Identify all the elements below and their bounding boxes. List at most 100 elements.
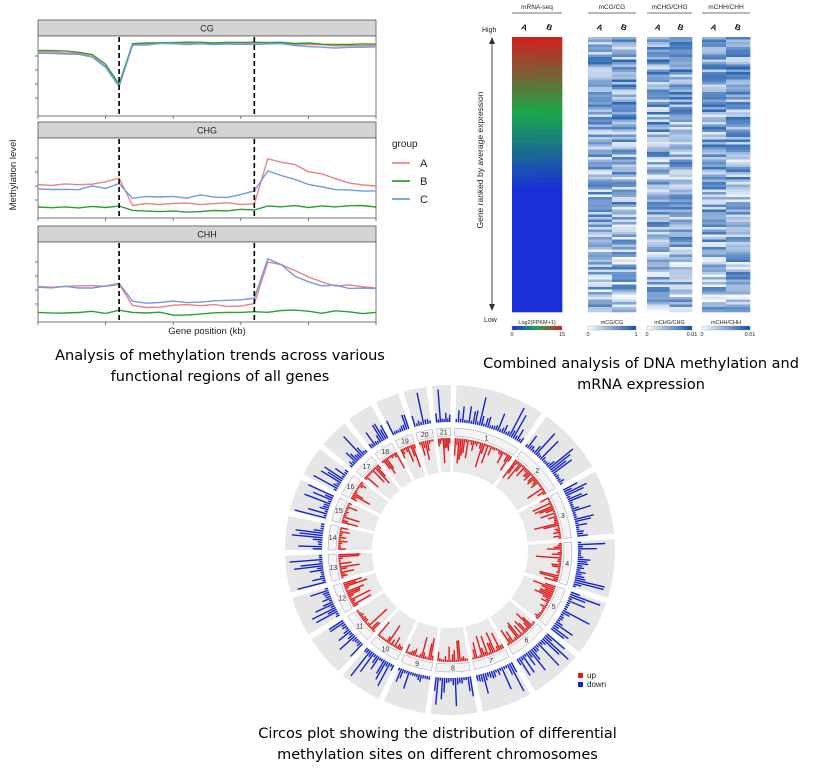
heatmap-cell (537, 222, 563, 225)
heatmap-cell (512, 257, 538, 260)
heatmap-cell (647, 47, 670, 50)
heatmap-cell (726, 174, 751, 178)
heatmap-cell (612, 252, 637, 255)
down-bar (400, 425, 404, 432)
up-bar (390, 454, 394, 459)
heatmap-cell (726, 119, 751, 123)
heatmap-cell (726, 274, 751, 278)
down-bar (576, 570, 586, 574)
chromosome-label: 1 (485, 435, 489, 442)
down-bar (573, 583, 582, 587)
down-bar (435, 677, 439, 705)
heatmap-cell (588, 207, 613, 210)
heatmap-cell (512, 59, 538, 63)
heatmap-cell (588, 114, 613, 118)
heatmap-cell (537, 217, 563, 220)
heatmap-cell (612, 309, 637, 313)
heatmap-cell (669, 142, 693, 145)
down-bar (322, 591, 330, 596)
chromosome-label: 5 (552, 604, 556, 611)
up-bar (339, 567, 348, 570)
up-bar (514, 620, 526, 634)
down-bar (506, 664, 514, 675)
down-bar (334, 467, 347, 477)
heatmap-cell (669, 282, 693, 285)
chromosome-ideogram-13 (327, 553, 341, 582)
heatmap-cell (537, 184, 563, 188)
heatmap-cell (512, 207, 538, 210)
down-bar (345, 452, 358, 464)
heatmap-cell (702, 77, 727, 80)
heatmap-cell (726, 207, 751, 210)
heatmap-cell (726, 57, 751, 60)
down-bar (319, 575, 325, 578)
color-scale-bar (587, 325, 637, 331)
heatmap-cell (669, 297, 693, 300)
heatmap-cell (702, 252, 727, 255)
heatmap-cell (537, 209, 563, 213)
up-bar (372, 467, 376, 471)
chromosome-ideogram-12 (332, 582, 353, 613)
heatmap-cell (702, 232, 727, 235)
heatmap-cell (612, 237, 637, 240)
down-bar (519, 437, 525, 444)
heatmap-cell (537, 194, 563, 198)
heatmap-cell (612, 139, 637, 143)
down-bar (341, 475, 345, 479)
heatmap-cell (612, 254, 637, 258)
heatmap-cell (726, 309, 751, 313)
heatmap-cell (647, 69, 670, 73)
heatmap-cell (612, 274, 637, 278)
chromosome-label: 17 (363, 464, 371, 471)
y-axis-label: Methylation level (8, 140, 19, 211)
up-bar (426, 440, 430, 452)
up-bar (383, 638, 386, 641)
up-bar (340, 572, 346, 576)
heatmap-cell (726, 287, 751, 290)
heatmap-cell (512, 79, 538, 83)
heatmap-cell (537, 127, 563, 130)
up-bar (478, 442, 482, 449)
heatmap-cell (669, 279, 693, 283)
down-bar (386, 420, 395, 436)
up-bar (420, 441, 426, 456)
heatmap-cell (702, 209, 727, 213)
down-bar (294, 509, 327, 519)
heatmap-cell (647, 74, 670, 78)
heatmap-cell (512, 112, 538, 115)
up-bar (539, 570, 560, 577)
up-bar (364, 477, 368, 481)
heatmap-cell (647, 172, 670, 175)
heatmap-cell (588, 47, 613, 50)
up-bar (515, 463, 523, 473)
down-bar (351, 461, 356, 465)
heatmap-cell (612, 282, 637, 285)
down-bar (370, 656, 380, 670)
up-bar (513, 638, 516, 642)
heatmap-cell (669, 57, 693, 60)
up-bar (499, 455, 511, 471)
heatmap-cell (669, 159, 693, 163)
down-bar (354, 638, 359, 643)
heatmap-cell (537, 142, 563, 145)
heatmap-cell (612, 64, 637, 68)
heatmap-cell (612, 72, 637, 75)
heatmap-cell (702, 79, 727, 83)
heatmap-cell (647, 57, 670, 60)
heatmap-cell (588, 84, 613, 88)
heatmap-cell (512, 279, 538, 283)
down-bar (500, 427, 505, 434)
heatmap-cell (702, 224, 727, 228)
down-bar (474, 410, 479, 425)
up-bar (415, 654, 418, 657)
chromosome-label: 4 (565, 561, 569, 568)
heatmap-cell (669, 154, 693, 158)
down-bar (368, 443, 373, 449)
down-bar (424, 675, 427, 679)
heatmap-cell (726, 137, 751, 140)
heatmap-cell (702, 267, 727, 270)
heatmap-cell (647, 212, 670, 215)
heatmap-cell (702, 272, 727, 275)
chromosome-ideogram-17 (355, 456, 378, 478)
heatmap-cell (726, 42, 751, 45)
